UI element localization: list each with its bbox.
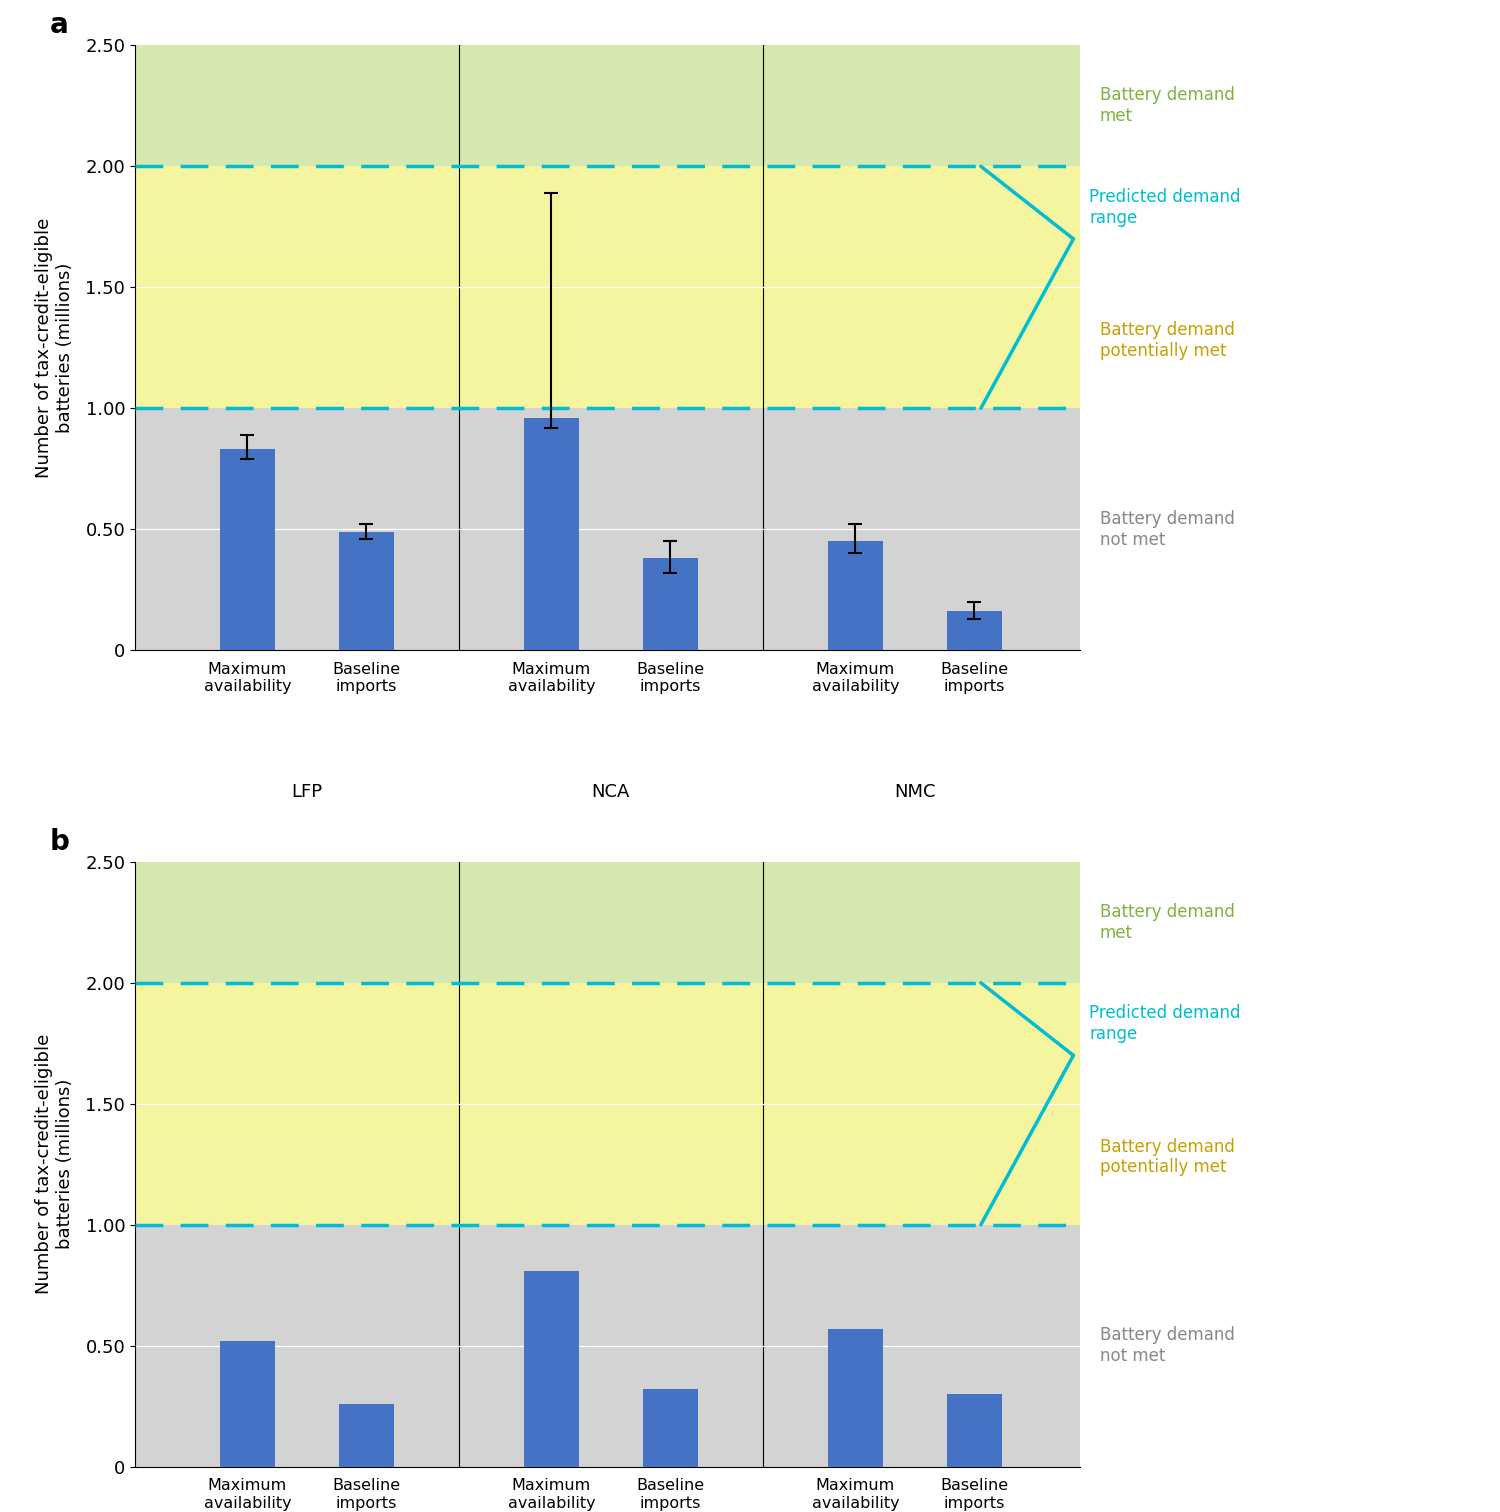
Text: LFP: LFP	[291, 783, 322, 801]
Text: Battery demand
met: Battery demand met	[1100, 86, 1234, 125]
Text: Predicted demand
range: Predicted demand range	[1089, 1004, 1240, 1043]
Y-axis label: Number of tax-credit-eligible
batteries (millions): Number of tax-credit-eligible batteries …	[36, 218, 74, 478]
Text: Battery demand
potentially met: Battery demand potentially met	[1100, 321, 1234, 360]
Y-axis label: Number of tax-credit-eligible
batteries (millions): Number of tax-credit-eligible batteries …	[36, 1034, 74, 1294]
Text: Battery demand
met: Battery demand met	[1100, 903, 1234, 942]
Bar	[946, 1394, 1002, 1467]
Bar	[339, 532, 394, 650]
Bar	[828, 1329, 884, 1467]
Bar	[135, 166, 1080, 408]
Bar	[946, 611, 1002, 650]
Bar	[135, 862, 1080, 983]
Bar	[524, 1270, 579, 1467]
Text: NCA: NCA	[591, 783, 630, 801]
Text: NMC: NMC	[894, 783, 936, 801]
Bar	[828, 541, 884, 650]
Bar	[135, 983, 1080, 1225]
Bar	[524, 417, 579, 650]
Text: Battery demand
potentially met: Battery demand potentially met	[1100, 1137, 1234, 1176]
Bar	[642, 1390, 698, 1467]
Text: a: a	[50, 11, 69, 39]
Bar	[219, 449, 274, 650]
Bar	[135, 45, 1080, 166]
Bar	[135, 408, 1080, 650]
Text: Predicted demand
range: Predicted demand range	[1089, 187, 1240, 227]
Bar	[135, 1225, 1080, 1467]
Text: Battery demand
not met: Battery demand not met	[1100, 1326, 1234, 1365]
Text: b: b	[50, 827, 70, 856]
Bar	[219, 1341, 274, 1467]
Text: Battery demand
not met: Battery demand not met	[1100, 510, 1234, 549]
Bar	[642, 558, 698, 650]
Bar	[339, 1403, 394, 1467]
